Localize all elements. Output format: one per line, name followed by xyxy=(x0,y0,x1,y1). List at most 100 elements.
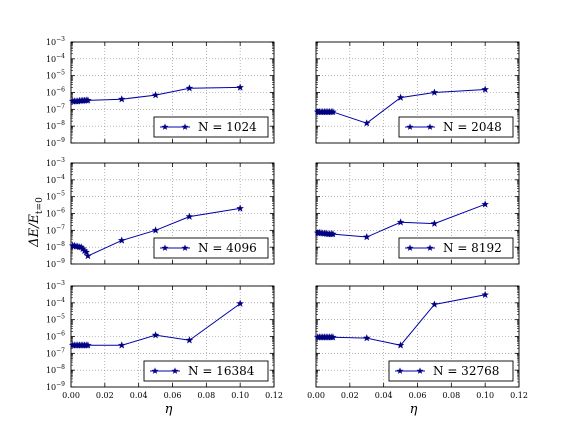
legend-marker xyxy=(181,244,189,251)
legend: N = 32768 xyxy=(388,360,514,382)
legend-label: N = 1024 xyxy=(198,120,257,134)
data-point xyxy=(236,299,244,307)
data-point xyxy=(84,341,92,349)
x-tick-label: 0.12 xyxy=(265,391,283,400)
panel-5: 10−9 10−8 10−7 10−6 10−5 10−4 10−3 0.00 0.02 0.04… xyxy=(46,280,283,417)
x-axis-label: η xyxy=(410,402,418,417)
data-point xyxy=(117,95,126,103)
data-point xyxy=(362,119,371,127)
y-tick-label: 10−9 xyxy=(46,381,65,392)
panel-4: N = 8192 xyxy=(313,162,520,265)
plot-frame xyxy=(315,162,520,265)
data-point xyxy=(362,233,371,241)
plot-frame xyxy=(315,41,520,144)
series-line xyxy=(72,303,241,346)
legend-box xyxy=(398,116,514,138)
y-tick-label: 10−4 xyxy=(46,297,65,308)
x-tick-label: 0.06 xyxy=(164,391,182,400)
y-tick-label: 10−3 xyxy=(46,157,65,168)
legend-box xyxy=(143,360,269,382)
y-tick-label: 10−7 xyxy=(46,103,65,114)
y-tick-label: 10−3 xyxy=(46,280,65,291)
legend: N = 2048 xyxy=(398,116,514,138)
legend-box xyxy=(398,237,514,259)
legend-marker xyxy=(406,123,414,130)
y-tick-label: 10−3 xyxy=(46,36,65,47)
legend-marker xyxy=(151,367,159,374)
y-tick-label: 10−5 xyxy=(46,191,65,202)
legend-marker xyxy=(161,244,169,251)
x-tick-label: 0.12 xyxy=(510,391,528,400)
y-tick-label: 10−4 xyxy=(46,53,65,64)
legend-label: N = 32768 xyxy=(433,364,499,378)
x-tick-label: 0.10 xyxy=(476,391,494,400)
data-point xyxy=(362,334,371,342)
legend-label: N = 16384 xyxy=(188,364,255,378)
legend-marker xyxy=(406,244,414,251)
x-tick-label: 0.06 xyxy=(409,391,427,400)
data-point xyxy=(151,91,160,99)
legend: N = 1024 xyxy=(153,116,269,138)
legend-marker xyxy=(171,367,179,374)
plot-frame xyxy=(70,41,275,144)
x-tick-label: 0.02 xyxy=(96,391,114,400)
data-point xyxy=(84,96,92,104)
y-axis-label: ΔE/Et=0 xyxy=(27,197,45,248)
data-point xyxy=(481,200,489,208)
series-line xyxy=(317,294,486,346)
x-tick-label: 0.10 xyxy=(231,391,249,400)
y-tick-label: 10−7 xyxy=(46,347,65,358)
legend-marker xyxy=(416,367,424,374)
data-point xyxy=(185,212,194,220)
data-point xyxy=(185,336,194,344)
x-axis-label: η xyxy=(165,402,173,417)
legend-label: N = 4096 xyxy=(198,241,257,255)
panel-1: 10−9 10−8 10−7 10−6 10−5 10−4 10−3 N = 1024 xyxy=(46,36,275,148)
legend: N = 4096 xyxy=(153,237,269,259)
data-point xyxy=(430,88,439,96)
y-tick-label: 10−5 xyxy=(46,314,65,325)
data-point xyxy=(329,230,337,238)
y-tick-label: 10−8 xyxy=(46,120,65,131)
data-point xyxy=(151,226,160,234)
y-tick-label: 10−6 xyxy=(46,208,65,219)
x-tick-label: 0.02 xyxy=(341,391,359,400)
legend-marker xyxy=(181,123,189,130)
data-point xyxy=(117,341,126,349)
data-point xyxy=(481,290,489,299)
y-tick-label: 10−6 xyxy=(46,87,65,98)
legend-marker xyxy=(426,123,434,130)
x-tick-label: 0.00 xyxy=(307,391,325,400)
data-point xyxy=(396,93,405,101)
legend: N = 8192 xyxy=(398,237,514,259)
data-point xyxy=(430,300,439,308)
legend-marker xyxy=(396,367,404,374)
y-tick-label: 10−4 xyxy=(46,174,65,185)
data-point xyxy=(117,236,126,244)
data-point xyxy=(236,204,244,212)
panel-2: N = 2048 xyxy=(313,41,520,144)
data-point xyxy=(82,248,91,256)
data-point xyxy=(84,251,92,260)
plot-frame xyxy=(70,162,275,265)
panel-3: 10−9 10−8 10−7 10−6 10−5 10−4 10−3 N = 4096 xyxy=(46,157,275,269)
x-tick-label: 0.04 xyxy=(130,391,148,400)
data-point xyxy=(151,331,160,339)
legend-box xyxy=(153,116,269,138)
plot-frame xyxy=(70,285,275,388)
y-tick-label: 10−8 xyxy=(46,241,65,252)
y-tick-label: 10−6 xyxy=(46,331,65,342)
data-point xyxy=(396,218,405,226)
data-point xyxy=(236,83,244,91)
data-point xyxy=(329,333,337,341)
data-point xyxy=(329,107,337,116)
data-point xyxy=(185,84,194,92)
x-tick-label: 0.00 xyxy=(62,391,80,400)
x-tick-label: 0.04 xyxy=(375,391,393,400)
legend-label: N = 8192 xyxy=(443,241,502,255)
data-point xyxy=(481,85,489,93)
legend-label: N = 2048 xyxy=(443,120,502,134)
x-tick-label: 0.08 xyxy=(197,391,215,400)
y-tick-label: 10−8 xyxy=(46,364,65,375)
